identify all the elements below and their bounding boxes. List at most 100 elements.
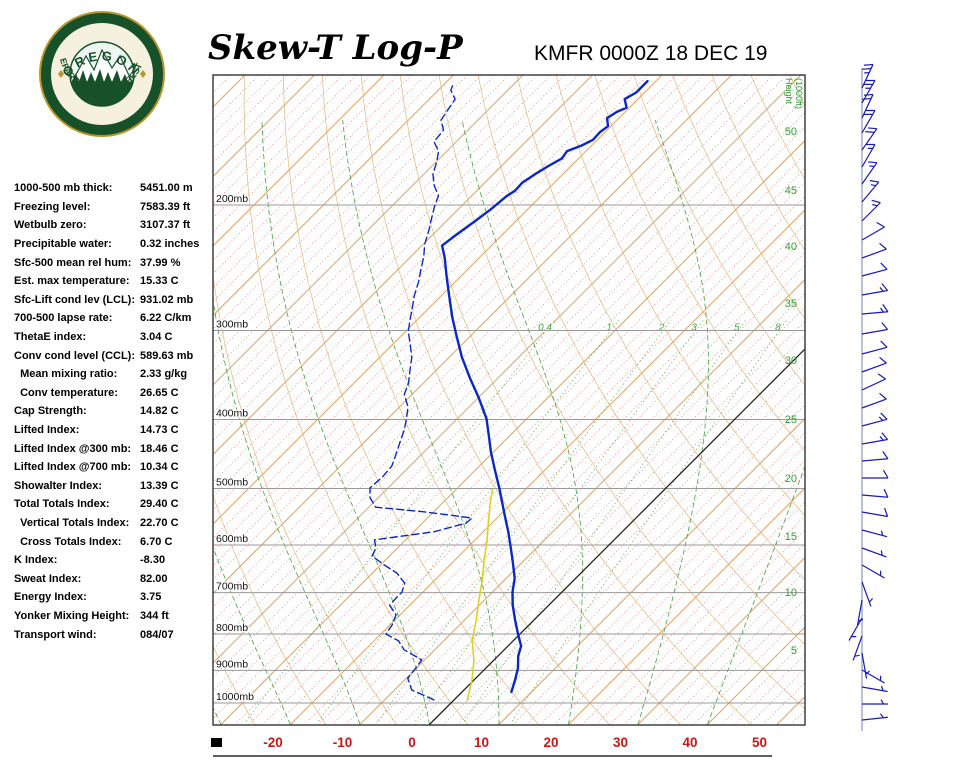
wind-barb (861, 511, 888, 518)
index-value: 18.46 C (140, 442, 179, 455)
index-row: Est. max temperature: 15.33 C (14, 272, 219, 291)
mixing-ratio-label: 0.4 (538, 323, 552, 334)
treeline-icon (72, 69, 128, 82)
index-value: 26.65 C (140, 386, 179, 399)
index-row: Conv temperature: 26.65 C (14, 384, 219, 403)
index-value: 084/07 (140, 628, 174, 641)
index-label: Lifted Index @700 mb: (14, 461, 132, 474)
temperature-trace (440, 79, 649, 694)
wetbulb-trace (466, 488, 494, 701)
band-diamond-right (140, 70, 146, 78)
wind-barb (861, 564, 885, 579)
wind-barb-column (848, 63, 889, 731)
index-label: Lifted Index @300 mb: (14, 442, 132, 455)
index-row: Yonker Mixing Height: 344 ft (14, 607, 219, 626)
index-label: Yonker Mixing Height: (14, 609, 130, 622)
index-value: 6.70 C (140, 535, 173, 548)
index-value: 22.70 C (140, 516, 179, 529)
index-row: Freezing level: 7583.39 ft (14, 198, 219, 217)
index-value: 14.73 C (140, 424, 179, 437)
wind-barb (861, 716, 888, 721)
dewpoint-trace (369, 82, 473, 701)
index-value: 589.63 mb (140, 349, 194, 362)
index-row: Total Totals Index: 29.40 C (14, 495, 219, 514)
pressure-label: 1000mb (216, 691, 254, 703)
temp-axis-label: 20 (543, 735, 558, 750)
temp-axis-label: 0 (408, 735, 416, 750)
height-label: 20 (785, 473, 797, 485)
sounding-id: KMFR 0000Z 18 DEC 19 (534, 42, 768, 65)
wind-barb (861, 652, 868, 679)
index-row: Lifted Index @300 mb: 18.46 C (14, 439, 219, 458)
index-value: 3.04 C (140, 331, 173, 344)
mixing-ratio-label: 1 (606, 323, 612, 334)
index-row: Energy Index: 3.75 (14, 588, 219, 607)
wind-barb (861, 268, 888, 277)
pressure-label: 400mb (216, 407, 248, 419)
index-value: 0.32 inches (140, 238, 200, 251)
index-label: K Index: (14, 554, 58, 567)
index-value: 13.39 C (140, 479, 179, 492)
index-row: Sfc-500 mean rel hum: 37.99 % (14, 253, 219, 272)
index-label: Precipitable water: (14, 238, 112, 251)
axis-corner-mark (211, 738, 222, 747)
mixing-ratio-label: 5 (734, 323, 740, 334)
temp-axis-label: -20 (263, 735, 283, 750)
wind-barb (861, 398, 887, 409)
index-label: Cap Strength: (14, 405, 87, 418)
index-label: Cross Totals Index: (14, 535, 122, 548)
height-label: 15 (785, 531, 797, 543)
height-label: 5 (791, 645, 797, 657)
index-row: Wetbulb zero: 3107.37 ft (14, 216, 219, 235)
wind-barb (861, 181, 880, 203)
index-value: 15.33 C (140, 275, 179, 288)
wind-barb (861, 547, 887, 558)
index-label: Vertical Totals Index: (14, 516, 130, 529)
index-label: 700-500 lapse rate: (14, 312, 113, 325)
wind-barb (861, 162, 878, 185)
wind-barb (861, 289, 888, 296)
index-value: 3107.37 ft (140, 219, 191, 232)
pressure-label: 700mb (216, 581, 248, 593)
index-value: 37.99 % (140, 256, 181, 269)
index-row: Showalter Index: 13.39 C (14, 477, 219, 496)
height-label: 50 (785, 126, 797, 138)
wind-barb (861, 581, 872, 607)
index-label: Sfc-500 mean rel hum: (14, 256, 132, 269)
index-value: 5451.00 m (140, 182, 193, 195)
index-label: Conv temperature: (14, 386, 118, 399)
index-value: 7583.39 ft (140, 200, 191, 213)
wind-barb (861, 144, 876, 168)
chart-frame (212, 74, 806, 726)
wind-barb (861, 494, 888, 498)
wind-barb (861, 311, 888, 315)
pressure-label: 500mb (216, 477, 248, 489)
index-row: Mean mixing ratio: 2.33 g/kg (14, 365, 219, 384)
index-row: Sweat Index: 82.00 (14, 569, 219, 588)
index-label: 1000-500 mb thick: (14, 182, 113, 195)
height-axis-title-units: (1000ft) (794, 78, 804, 109)
height-label: 10 (785, 587, 797, 599)
index-row: 700-500 lapse rate: 6.22 C/km (14, 309, 219, 328)
index-value: 6.22 C/km (140, 312, 192, 325)
height-axis-title: Height (784, 78, 794, 105)
index-row: Sfc-Lift cond lev (LCL): 931.02 mb (14, 291, 219, 310)
mixing-ratio-label: 3 (691, 323, 697, 334)
index-label: Sfc-Lift cond lev (LCL): (14, 293, 135, 306)
index-value: 931.02 mb (140, 293, 194, 306)
index-label: Sweat Index: (14, 572, 82, 585)
pressure-label: 300mb (216, 318, 248, 330)
index-row: K Index: -8.30 (14, 551, 219, 570)
index-row: Cross Totals Index: 6.70 C (14, 532, 219, 551)
temp-axis-label: 50 (752, 735, 767, 750)
mixing-ratio-label: 2 (658, 323, 665, 334)
pressure-label: 800mb (216, 622, 248, 634)
index-label: Total Totals Index: (14, 498, 110, 511)
index-value: 344 ft (140, 609, 169, 622)
wind-barb (852, 635, 863, 661)
temp-axis-label: 40 (682, 735, 697, 750)
index-row: 1000-500 mb thick: 5451.00 m (14, 179, 219, 198)
index-value: 82.00 (140, 572, 168, 585)
index-label: Energy Index: (14, 591, 87, 604)
